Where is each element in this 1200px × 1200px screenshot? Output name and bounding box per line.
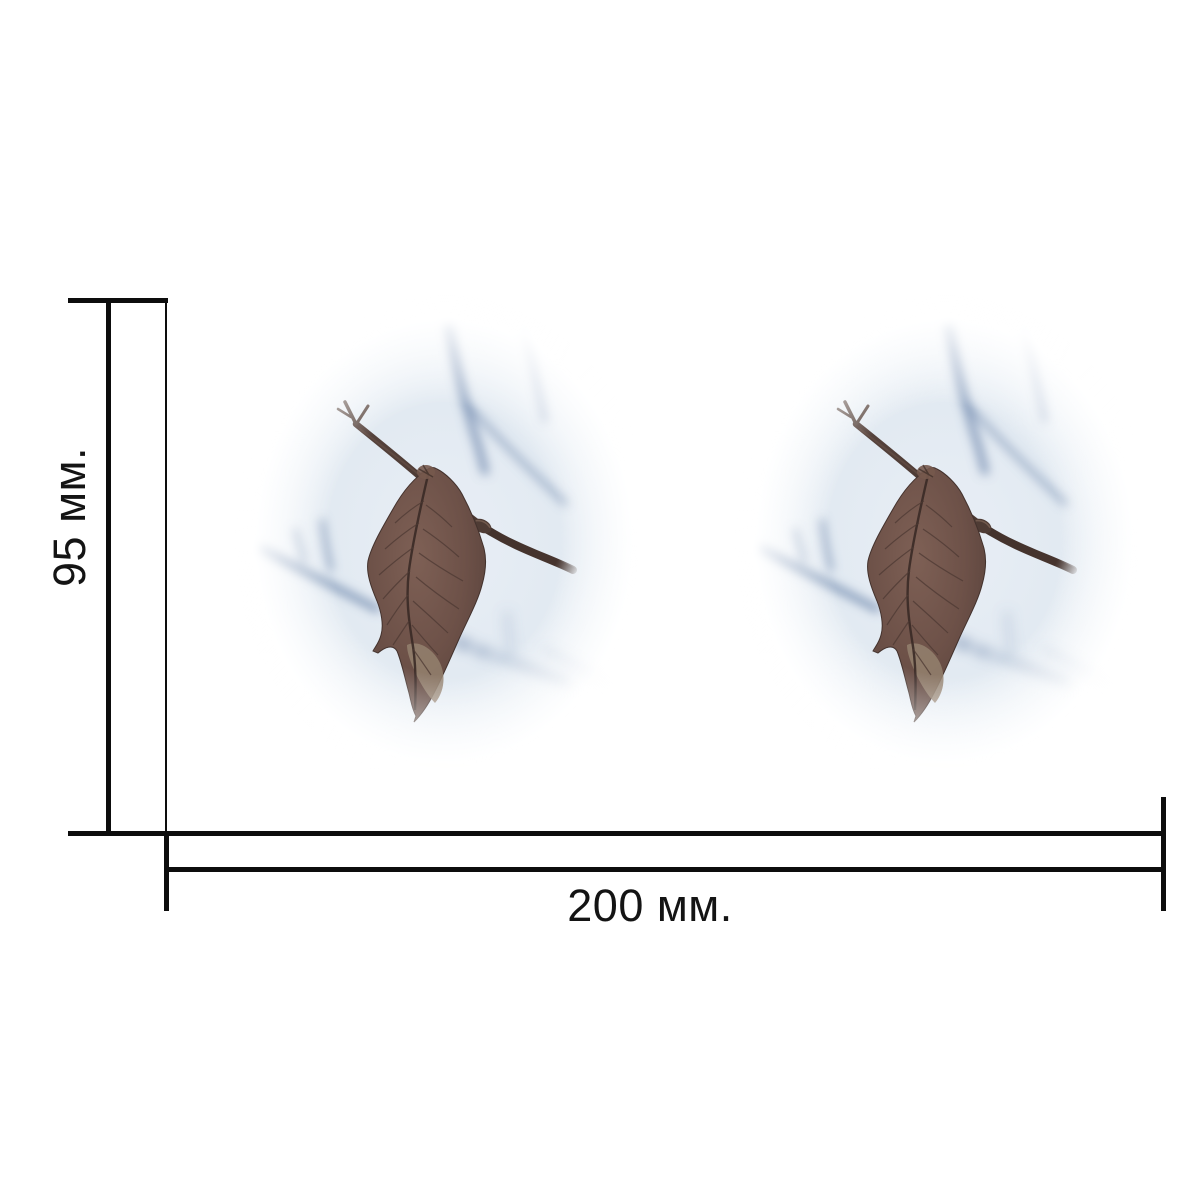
width-left-tick [164,833,169,911]
leaf-photo-right [735,295,1155,785]
leaf-photo-illustration [735,295,1155,785]
width-dimension-label: 200 мм. [567,880,733,931]
left-extension-line-thin [165,300,167,833]
leaf-photo-illustration [235,295,655,785]
height-top-tick [68,298,168,303]
height-dimension-line [106,298,111,836]
product-bottom-line [68,831,1166,836]
width-dimension-line [164,867,1166,872]
leaf-photo-left [235,295,655,785]
width-right-tick [1161,797,1166,911]
height-dimension-label: 95 мм. [44,447,95,587]
